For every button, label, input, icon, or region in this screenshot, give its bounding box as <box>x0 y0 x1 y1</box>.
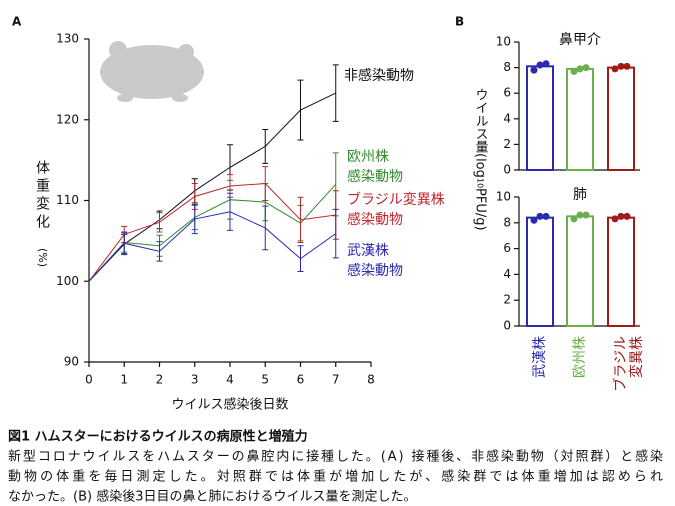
y-tick-label: 110 <box>56 193 79 207</box>
data-point <box>536 61 544 69</box>
y-axis-unit: 10 <box>476 178 485 188</box>
y-tick-label: 120 <box>56 112 79 126</box>
error-bar <box>262 205 269 251</box>
data-point <box>617 212 625 220</box>
data-point <box>570 215 578 223</box>
caption-title: 図1 ハムスターにおけるウイルスの病原性と増殖力 <box>8 429 308 445</box>
series-line <box>88 183 336 282</box>
error-bar <box>191 204 198 235</box>
y-tick-label: 0 <box>503 319 511 333</box>
caption-line: 動物の体重を毎日測定した。対照群では体重が増加したが、感染群では体重増加は認めら… <box>8 469 663 485</box>
data-point <box>536 212 544 220</box>
data-point <box>617 62 625 70</box>
x-tick-label: 0 <box>85 373 93 387</box>
series-label: 非感染動物 <box>344 67 414 84</box>
x-tick-label: 6 <box>297 373 305 387</box>
y-tick-label: 130 <box>56 32 79 46</box>
y-axis-unit: (%) <box>36 248 49 267</box>
x-tick-label: 2 <box>156 373 164 387</box>
error-bar <box>121 231 128 256</box>
y-tick-label: 4 <box>503 111 511 125</box>
x-tick-label: 1 <box>120 373 128 387</box>
data-point <box>542 60 550 68</box>
y-axis-label: 体重変化 <box>34 160 50 232</box>
chart-title: 鼻甲介 <box>559 31 601 48</box>
x-tick-label: 5 <box>261 373 269 387</box>
bar <box>607 216 635 327</box>
error-bar <box>156 241 163 262</box>
bar <box>607 66 635 171</box>
data-point <box>623 212 631 220</box>
error-bar <box>227 192 233 231</box>
series-line <box>88 211 337 282</box>
panel-label: A <box>12 15 22 29</box>
data-point <box>623 62 631 70</box>
data-point <box>582 64 590 72</box>
y-tick-label: 6 <box>503 241 511 255</box>
y-tick-label: 2 <box>503 137 511 151</box>
data-point <box>611 65 619 73</box>
y-tick-label: 4 <box>503 267 511 281</box>
bar <box>526 216 554 327</box>
series-label: 欧州株感染動物 <box>347 149 403 185</box>
error-bar <box>332 208 339 259</box>
y-tick-label: 100 <box>56 274 79 288</box>
y-axis-label: ウイルス量(log 10 PFU/g) <box>473 88 489 231</box>
error-bar <box>297 245 304 273</box>
y-tick-label: 6 <box>503 86 511 100</box>
y-axis-unit: (log <box>473 153 488 178</box>
data-point <box>570 67 578 75</box>
bar <box>566 215 594 328</box>
y-tick-label: 90 <box>64 355 79 369</box>
error-bar <box>332 64 339 122</box>
y-tick-label: 10 <box>496 190 511 204</box>
series-label: ブラジル変異株感染動物 <box>347 191 445 228</box>
y-tick-label: 8 <box>503 60 511 74</box>
series-line <box>88 184 337 282</box>
data-point <box>611 215 619 223</box>
data-point <box>530 66 538 74</box>
data-point <box>582 211 590 219</box>
data-point <box>576 211 584 219</box>
panel-label: B <box>455 15 464 29</box>
y-tick-label: 8 <box>503 215 511 229</box>
hamster-icon <box>100 41 204 102</box>
x-tick-label: 4 <box>226 373 234 387</box>
error-bar <box>297 196 304 243</box>
caption-line: 新型コロナウイルスをハムスターの鼻腔内に接種した。(A) 接種後、非感染動物（対… <box>8 449 663 465</box>
x-tick-label: 8 <box>367 373 375 387</box>
y-axis-label: ウイルス量 <box>473 88 489 153</box>
x-axis-label: ウイルス感染後日数 <box>171 397 288 413</box>
error-bar <box>262 166 269 201</box>
series-label: 武漢株感染動物 <box>347 243 403 279</box>
x-tick-label: 欧州株 <box>572 336 588 378</box>
y-tick-label: 0 <box>503 163 511 177</box>
y-axis-unit: PFU/g) <box>473 188 488 231</box>
bar <box>566 67 594 171</box>
chart-title: 肺 <box>573 187 587 203</box>
bar <box>526 65 554 171</box>
x-tick-label: 7 <box>332 373 340 387</box>
data-point <box>576 65 584 73</box>
series-line <box>88 92 336 282</box>
axis <box>518 42 640 171</box>
error-bar <box>156 212 163 233</box>
x-tick-label: ブラジル変異株 <box>612 336 645 392</box>
y-tick-label: 2 <box>503 293 511 307</box>
error-bar <box>262 128 269 164</box>
data-point <box>530 216 538 224</box>
data-point <box>542 212 550 220</box>
error-bar <box>297 79 304 141</box>
x-tick-label: 3 <box>191 373 199 387</box>
caption-line: なかった。(B) 感染後3日目の鼻と肺におけるウイルス量を測定した。 <box>8 489 416 505</box>
y-tick-label: 10 <box>496 35 511 49</box>
x-tick-label: 武漢株 <box>532 336 548 378</box>
